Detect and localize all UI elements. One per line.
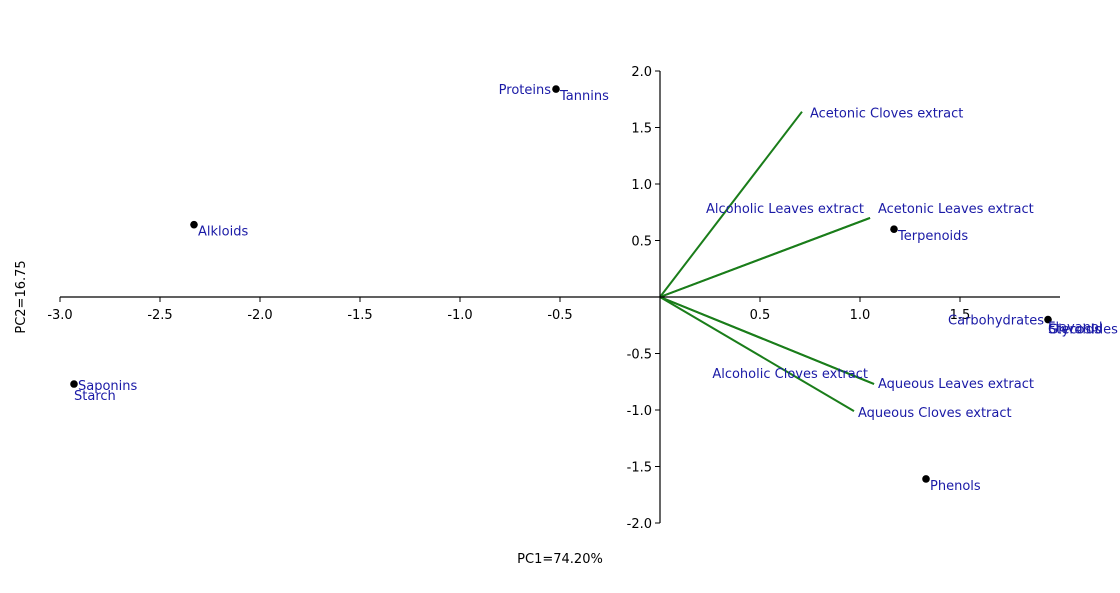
x-tick-label: -2.5	[147, 308, 172, 323]
score-point	[890, 225, 898, 233]
x-tick-label: 0.5	[750, 308, 771, 323]
y-tick-label: -1.0	[627, 404, 652, 419]
vector-label: Aqueous Leaves extract	[878, 377, 1034, 392]
vector-label: Aqueous Cloves extract	[858, 406, 1012, 421]
y-tick-label: 1.0	[631, 178, 652, 193]
point-label: Carbohydrates	[948, 314, 1044, 329]
vector-label: Alcoholic Leaves extract	[706, 202, 864, 217]
y-axis-title: PC2=16.75	[14, 260, 29, 333]
vector-label: Acetonic Leaves extract	[878, 202, 1034, 217]
score-point	[1044, 315, 1052, 324]
score-point	[922, 475, 930, 483]
point-label: Glycosides	[1048, 323, 1118, 338]
score-point	[70, 380, 78, 388]
y-tick-label: 1.5	[631, 122, 652, 137]
x-tick-label: 1.0	[850, 308, 871, 323]
x-tick-label: -1.5	[347, 308, 372, 323]
loading-vector	[659, 216, 871, 298]
chart-labels: Acetonic Cloves extract Acetonic Leaves e…	[74, 83, 1118, 494]
score-points	[70, 85, 1052, 483]
y-tick-label: -1.5	[627, 461, 652, 476]
point-label: Saponins	[78, 379, 138, 394]
point-label: Terpenoids	[897, 229, 968, 244]
x-tick-label: -1.0	[447, 308, 472, 323]
point-label: Steroids	[1048, 323, 1101, 338]
point-label: Proteins	[499, 83, 552, 98]
loading-vector	[659, 296, 875, 385]
y-tick-label: -2.0	[627, 517, 652, 532]
vector-label: Alcoholic Cloves extract	[712, 367, 868, 382]
x-axis-title: PC1=74.20%	[517, 552, 603, 567]
y-tick-label: -0.5	[627, 348, 652, 363]
x-tick-label: -3.0	[47, 308, 72, 323]
x-tick-label: -2.0	[247, 308, 272, 323]
score-point	[190, 220, 198, 229]
score-point	[552, 85, 560, 93]
vector-label: Acetonic Cloves extract	[810, 107, 963, 122]
loading-vector	[659, 111, 803, 298]
point-label: Alkloids	[198, 225, 248, 240]
x-tick-label: 1.5	[950, 308, 971, 323]
y-tick-label: 2.0	[631, 65, 652, 80]
point-label: Flavanol	[1048, 321, 1103, 336]
point-label: Starch	[74, 389, 116, 404]
y-tick-label: 0.5	[631, 235, 652, 250]
loading-vector	[659, 296, 855, 412]
point-label: Phenols	[930, 479, 981, 494]
loading-vectors	[659, 111, 875, 412]
point-label: Tannins	[559, 89, 609, 104]
axis-ticks: -3.0 -2.5 -2.0 -1.5 -1.0 -0.5 0.5 1.0 1.5 2.0 1.5 1…	[47, 65, 970, 532]
x-tick-label: -0.5	[547, 308, 572, 323]
